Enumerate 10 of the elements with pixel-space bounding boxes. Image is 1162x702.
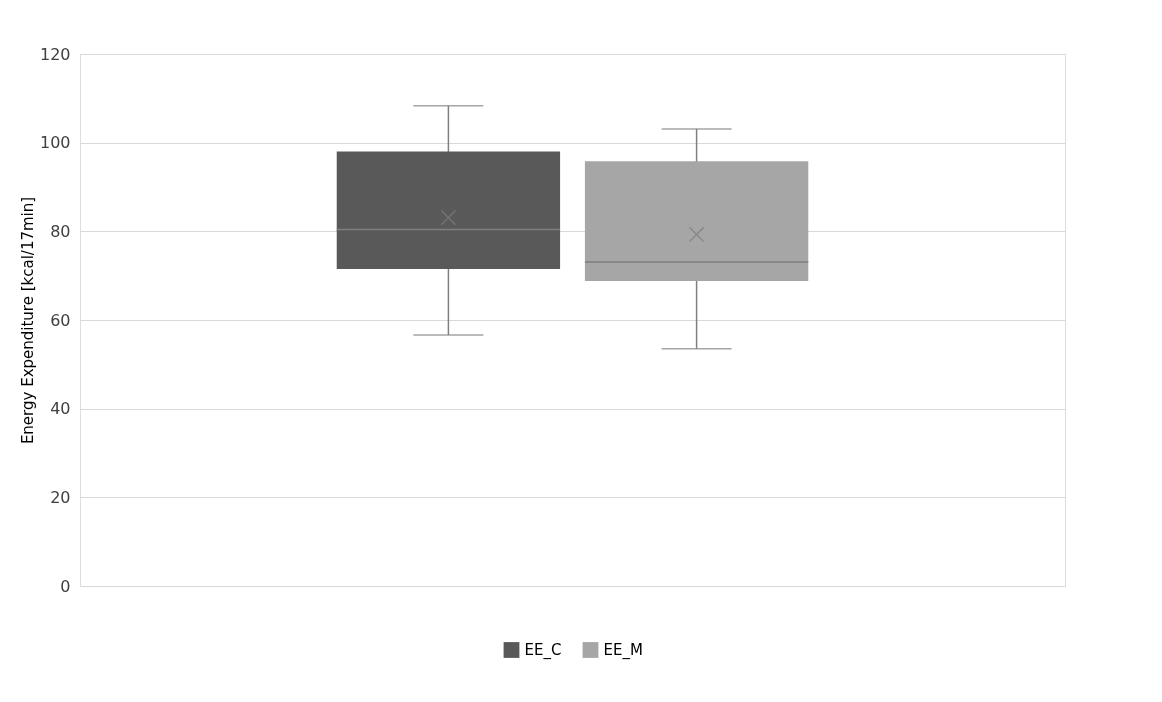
y-tick-label: 60 [50, 310, 71, 330]
legend-label: EE_M [603, 641, 643, 660]
y-tick-label: 40 [50, 399, 71, 419]
y-tick-label: 120 [39, 44, 71, 64]
y-axis-title: Energy Expenditure [kcal/17min] [18, 196, 37, 445]
y-tick-label: 100 [39, 133, 71, 153]
y-tick-label: 80 [50, 221, 71, 241]
y-tick-label: 0 [60, 576, 71, 596]
y-tick-label: 20 [50, 487, 71, 507]
legend-label: EE_C [524, 641, 562, 660]
